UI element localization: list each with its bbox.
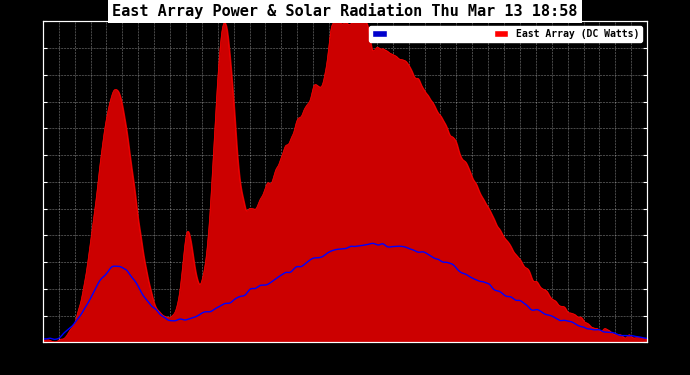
Text: Copyright 2014 Cartronics.com: Copyright 2014 Cartronics.com xyxy=(43,9,199,18)
Legend: Radiation (w/m2), East Array (DC Watts): Radiation (w/m2), East Array (DC Watts) xyxy=(369,26,642,42)
Title: East Array Power & Solar Radiation Thu Mar 13 18:58: East Array Power & Solar Radiation Thu M… xyxy=(112,3,578,19)
